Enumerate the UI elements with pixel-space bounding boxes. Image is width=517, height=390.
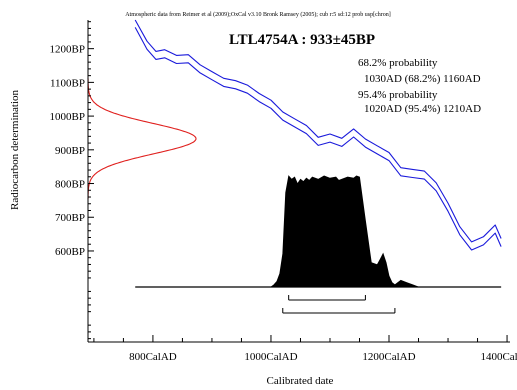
x-tick-label: 1200CalAD [362, 351, 415, 363]
calibration-curve [134, 19, 502, 251]
y-tick-label: 600BP [55, 246, 85, 258]
plot-frame [87, 20, 510, 343]
chart-title: LTL4754A : 933±45BP [229, 32, 375, 48]
x-axis-label: Calibrated date [267, 375, 334, 387]
y-tick-label: 700BP [55, 212, 85, 224]
chart-header: Atmospheric data from Reimer et al (2009… [125, 11, 391, 18]
p68-label: 68.2% probability [358, 57, 438, 69]
y-axis-label: Radiocarbon determination [9, 89, 21, 210]
probability-ranges [282, 295, 396, 314]
measurement-curve [87, 78, 197, 200]
p95-range: 1020AD (95.4%) 1210AD [364, 103, 481, 115]
y-tick-label: 1100BP [50, 77, 85, 89]
measurement-distribution [87, 78, 197, 200]
x-axis: 800CalAD 1000CalAD 1200CalAD 1400CalAD [93, 335, 517, 363]
calibration-curve-upper [134, 19, 502, 243]
posterior-area [269, 175, 419, 288]
y-tick-label: 1200BP [50, 44, 85, 56]
p95-label: 95.4% probability [358, 89, 438, 101]
y-tick-label: 800BP [55, 179, 85, 191]
y-axis: 1200BP 1100BP 1000BP 900BP 800BP 700BP 600BP [50, 21, 94, 340]
x-tick-label: 800CalAD [129, 351, 177, 363]
x-tick-label: 1400CalAD [480, 351, 517, 363]
y-tick-label: 1000BP [50, 111, 85, 123]
p68-range: 1030AD (68.2%) 1160AD [364, 73, 481, 85]
posterior-distribution [135, 175, 502, 288]
calibration-curve-lower [134, 27, 502, 251]
x-tick-label: 1000CalAD [244, 351, 297, 363]
y-tick-label: 900BP [55, 145, 85, 157]
